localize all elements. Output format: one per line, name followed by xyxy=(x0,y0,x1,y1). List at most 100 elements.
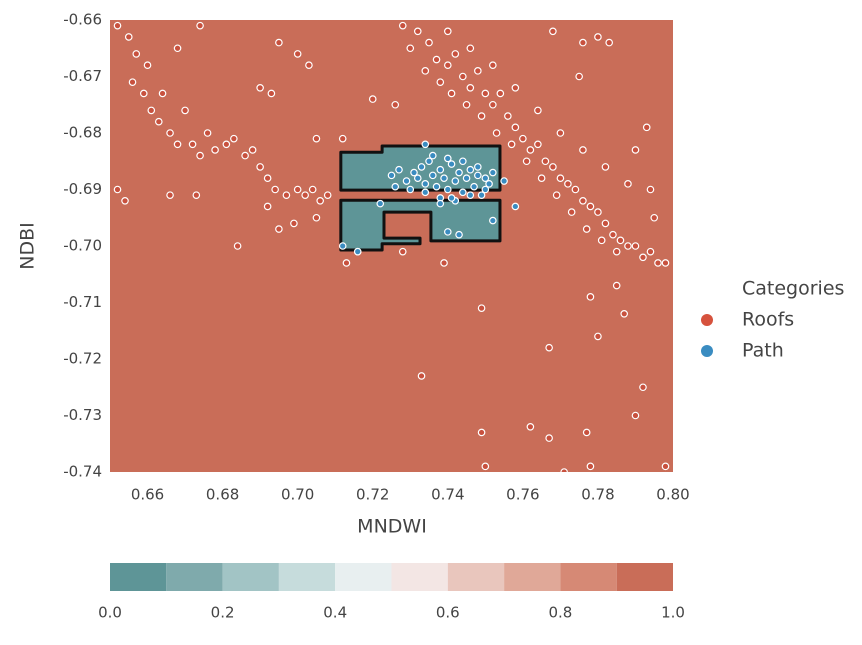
data-point xyxy=(421,140,430,149)
data-point xyxy=(443,185,452,194)
data-point xyxy=(391,182,400,191)
data-point xyxy=(567,208,576,216)
data-point xyxy=(196,151,204,160)
x-tick-label: 0.66 xyxy=(131,486,164,504)
data-point xyxy=(440,259,448,267)
data-point xyxy=(241,151,249,160)
data-point xyxy=(661,462,670,471)
data-point xyxy=(338,134,347,143)
colorbar-segment xyxy=(560,563,617,591)
data-point xyxy=(417,163,426,171)
data-point xyxy=(462,100,471,109)
data-point xyxy=(410,168,418,177)
data-point xyxy=(436,199,445,208)
data-point xyxy=(305,61,313,69)
legend-marker xyxy=(701,345,713,357)
data-point xyxy=(477,112,486,120)
data-point xyxy=(477,191,486,199)
data-point xyxy=(624,242,632,250)
data-point xyxy=(507,140,516,149)
data-point xyxy=(582,225,591,233)
data-point xyxy=(428,171,437,180)
data-point xyxy=(661,259,670,267)
data-point xyxy=(609,230,617,239)
data-point xyxy=(275,38,283,47)
data-point xyxy=(560,468,568,472)
data-point xyxy=(113,185,122,194)
data-point xyxy=(537,174,546,183)
data-point xyxy=(443,154,452,163)
data-point xyxy=(534,106,542,115)
data-point xyxy=(443,228,452,236)
data-point xyxy=(474,67,482,75)
data-point xyxy=(428,151,437,160)
data-point xyxy=(601,219,610,228)
data-point xyxy=(549,163,557,171)
data-point xyxy=(436,78,445,86)
data-point xyxy=(181,106,189,115)
data-point xyxy=(230,134,238,143)
data-point xyxy=(522,157,531,166)
data-point xyxy=(552,191,561,199)
data-point xyxy=(256,84,264,92)
data-point xyxy=(166,191,174,199)
data-point xyxy=(421,67,430,75)
data-point xyxy=(312,213,321,222)
data-point xyxy=(143,61,152,69)
colorbar-tick-label: 0.8 xyxy=(548,604,572,622)
data-point xyxy=(511,123,520,132)
legend-label: Roofs xyxy=(742,309,794,331)
colorbar-segment xyxy=(222,563,279,591)
data-point xyxy=(466,44,475,53)
data-point xyxy=(406,185,415,194)
data-point xyxy=(368,95,377,103)
data-point xyxy=(470,182,478,191)
data-point xyxy=(290,219,298,228)
y-tick-label: -0.74 xyxy=(63,463,102,481)
data-point xyxy=(139,89,148,98)
data-point xyxy=(489,168,497,177)
data-point xyxy=(443,61,452,69)
data-point xyxy=(132,50,141,58)
data-point xyxy=(267,89,276,98)
data-point xyxy=(158,89,167,98)
colorbar-tick-label: 0.4 xyxy=(323,604,347,622)
data-point xyxy=(121,197,129,205)
data-point xyxy=(575,72,583,81)
data-point xyxy=(432,55,441,64)
data-point xyxy=(579,197,587,205)
y-tick-label: -0.69 xyxy=(63,180,102,198)
data-point xyxy=(173,140,182,149)
x-tick-label: 0.78 xyxy=(581,486,614,504)
data-point xyxy=(421,188,430,197)
data-point xyxy=(196,21,204,30)
y-tick-label: -0.71 xyxy=(63,293,102,311)
data-point xyxy=(459,157,467,166)
data-point xyxy=(612,247,621,256)
colorbar-tick-label: 0.6 xyxy=(436,604,460,622)
data-point xyxy=(526,146,535,154)
data-point xyxy=(549,27,557,36)
data-point xyxy=(631,411,640,420)
data-point xyxy=(395,165,403,174)
data-point xyxy=(605,38,613,47)
data-point xyxy=(173,44,182,53)
data-point xyxy=(338,242,347,250)
x-tick-label: 0.68 xyxy=(206,486,239,504)
data-point xyxy=(440,174,448,183)
colorbar-segment xyxy=(335,563,392,591)
data-point xyxy=(188,140,197,149)
x-axis-label: MNDWI xyxy=(357,516,427,538)
data-point xyxy=(631,242,640,250)
x-tick-label: 0.70 xyxy=(281,486,314,504)
y-tick-label: -0.70 xyxy=(63,237,102,255)
data-point xyxy=(248,146,257,154)
data-point xyxy=(579,38,587,47)
data-point xyxy=(477,428,486,437)
data-point xyxy=(650,213,659,222)
colorbar-segment xyxy=(616,563,673,591)
data-point xyxy=(263,202,272,211)
data-point xyxy=(282,191,291,199)
legend-marker xyxy=(701,314,713,326)
